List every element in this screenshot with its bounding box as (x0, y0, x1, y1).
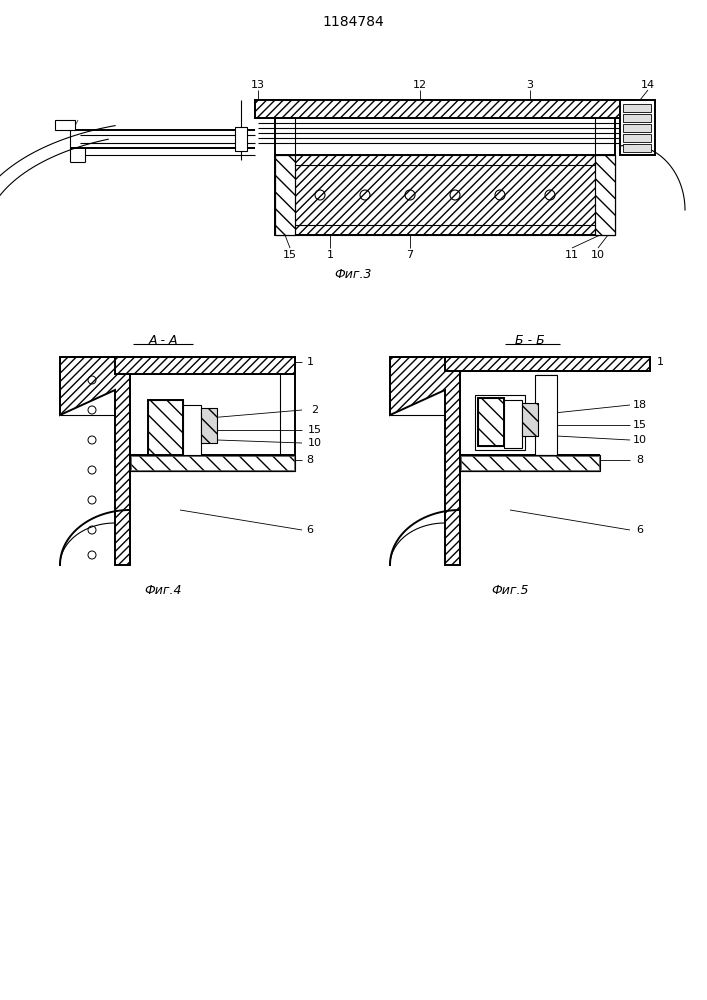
Text: Фиг.3: Фиг.3 (334, 268, 372, 282)
Text: 12: 12 (413, 80, 427, 90)
Text: 1: 1 (327, 250, 334, 260)
Text: 1184784: 1184784 (322, 15, 384, 29)
Bar (148, 400, 183, 455)
Text: Фиг.4: Фиг.4 (144, 584, 182, 596)
Text: 10: 10 (308, 438, 322, 448)
Bar (55, 120, 75, 130)
Text: Б - Б: Б - Б (515, 334, 545, 347)
Bar (255, 100, 635, 118)
Text: А - А: А - А (148, 334, 177, 347)
Bar (235, 127, 247, 151)
Text: 3: 3 (527, 80, 534, 90)
Bar (275, 155, 295, 235)
Bar (623, 114, 651, 122)
Bar (130, 455, 295, 471)
Bar (275, 155, 295, 235)
Bar (461, 456, 599, 470)
Bar (201, 408, 217, 443)
Bar (623, 144, 651, 152)
Text: 2: 2 (312, 405, 319, 415)
Bar (148, 400, 183, 455)
Bar (522, 403, 538, 436)
Polygon shape (60, 357, 130, 565)
Bar (445, 357, 650, 371)
Bar (275, 155, 615, 235)
Bar (115, 357, 295, 374)
Bar (535, 375, 557, 455)
Bar (623, 124, 651, 132)
Bar (201, 408, 217, 443)
Text: 1: 1 (307, 357, 313, 367)
Bar (131, 456, 294, 470)
Text: 11: 11 (565, 250, 579, 260)
Text: 10: 10 (633, 435, 647, 445)
Text: 8: 8 (636, 455, 643, 465)
Bar (623, 134, 651, 142)
Text: 10: 10 (591, 250, 605, 260)
Text: 8: 8 (306, 455, 314, 465)
Bar (595, 155, 615, 235)
Bar (478, 398, 504, 446)
Text: Фиг.5: Фиг.5 (491, 584, 529, 596)
Bar (623, 104, 651, 112)
Bar (275, 155, 615, 235)
Bar (504, 400, 522, 448)
Text: 15: 15 (283, 250, 297, 260)
Text: 6: 6 (307, 525, 313, 535)
Text: 13: 13 (251, 80, 265, 90)
Bar (460, 455, 600, 471)
Bar (595, 155, 615, 235)
Text: 15: 15 (308, 425, 322, 435)
Bar (475, 395, 525, 450)
Text: 18: 18 (633, 400, 647, 410)
Bar (620, 100, 655, 155)
Polygon shape (390, 357, 460, 565)
Text: 1: 1 (657, 357, 663, 367)
Text: 7: 7 (407, 250, 414, 260)
Bar (183, 405, 201, 455)
Text: 15: 15 (633, 420, 647, 430)
Bar (478, 398, 504, 446)
Bar (522, 403, 538, 436)
Text: 14: 14 (641, 80, 655, 90)
Text: 6: 6 (636, 525, 643, 535)
